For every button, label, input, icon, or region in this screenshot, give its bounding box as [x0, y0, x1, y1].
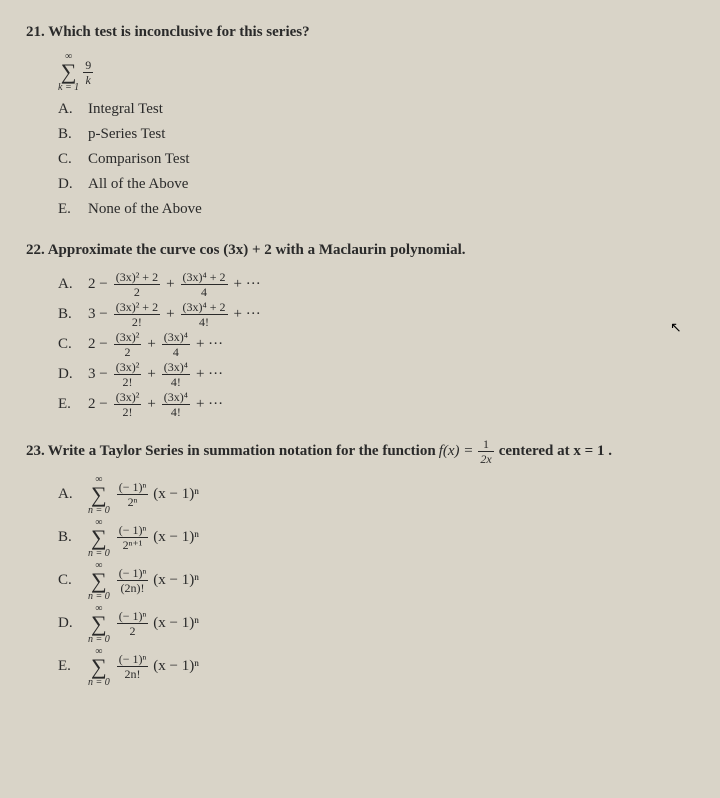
q23-fx: f(x) =	[439, 441, 474, 461]
q22-choice-b: B.3 −(3x)² + 22!+(3x)⁴ + 24!+ ···	[58, 301, 690, 328]
q22-body: A.2 −(3x)² + 22+(3x)⁴ + 24+ ··· B.3 −(3x)…	[58, 271, 690, 418]
q21-choice-a: A.Integral Test	[58, 98, 690, 120]
q22-choices: A.2 −(3x)² + 22+(3x)⁴ + 24+ ··· B.3 −(3x)…	[58, 271, 690, 418]
q23-choice-b: B.∞∑n = 0(− 1)ⁿ2ⁿ⁺¹(x − 1)ⁿ	[58, 518, 690, 558]
question-23: 23. Write a Taylor Series in summation n…	[26, 438, 690, 687]
question-22: 22. Approximate the curve cos (3x) + 2 w…	[26, 240, 690, 417]
cursor-icon: ↖	[670, 320, 682, 339]
q21-number: 21.	[26, 24, 45, 40]
q23-choice-c: C.∞∑n = 0(− 1)ⁿ(2n)!(x − 1)ⁿ	[58, 561, 690, 601]
q23-choice-e: E.∞∑n = 0(− 1)ⁿ2n!(x − 1)ⁿ	[58, 647, 690, 687]
q23-body: A.∞∑n = 0(− 1)ⁿ2ⁿ(x − 1)ⁿB.∞∑n = 0(− 1)ⁿ…	[58, 475, 690, 687]
q23-choice-a: A.∞∑n = 0(− 1)ⁿ2ⁿ(x − 1)ⁿ	[58, 475, 690, 515]
q23-choices: A.∞∑n = 0(− 1)ⁿ2ⁿ(x − 1)ⁿB.∞∑n = 0(− 1)ⁿ…	[58, 475, 690, 687]
q22-choice-a: A.2 −(3x)² + 22+(3x)⁴ + 24+ ···	[58, 271, 690, 298]
q21-sum-bot: k = 1	[58, 83, 79, 92]
question-21: 21. Which test is inconclusive for this …	[26, 22, 690, 220]
q22-number: 22.	[26, 242, 45, 258]
q21-choice-e: E.None of the Above	[58, 198, 690, 220]
q23-frac-num: 1	[478, 438, 493, 452]
q21-choice-c: C.Comparison Test	[58, 148, 690, 170]
q21-heading: 21. Which test is inconclusive for this …	[26, 22, 690, 42]
q21-choices: A.Integral Test B.p-Series Test C.Compar…	[58, 98, 690, 220]
q21-body: ∞ ∑ k = 1 9 k A.Integral Test B.p-Series…	[58, 52, 690, 220]
q23-heading: 23. Write a Taylor Series in summation n…	[26, 438, 690, 465]
q21-series: ∞ ∑ k = 1 9 k	[58, 52, 690, 92]
q23-choice-d: D.∞∑n = 0(− 1)ⁿ2(x − 1)ⁿ	[58, 604, 690, 644]
q21-frac-num: 9	[83, 59, 93, 73]
q21-choice-d: D.All of the Above	[58, 173, 690, 195]
q21-frac-den: k	[83, 73, 93, 86]
worksheet-page: 21. Which test is inconclusive for this …	[0, 0, 720, 727]
q22-choice-e: E.2 −(3x)²2!+(3x)⁴4!+ ···	[58, 391, 690, 418]
q23-prompt-a: Write a Taylor Series in summation notat…	[48, 441, 436, 461]
q22-prompt: Approximate the curve cos (3x) + 2 with …	[48, 242, 466, 258]
q23-prompt-b: centered at x = 1 .	[499, 441, 612, 461]
q21-prompt: Which test is inconclusive for this seri…	[48, 24, 309, 40]
q22-choice-d: D.3 −(3x)²2!+(3x)⁴4!+ ···	[58, 361, 690, 388]
q23-frac-den: 2x	[478, 452, 493, 465]
q22-choice-c: C.2 −(3x)²2+(3x)⁴4+ ···	[58, 331, 690, 358]
q23-number: 23.	[26, 441, 45, 461]
q22-heading: 22. Approximate the curve cos (3x) + 2 w…	[26, 240, 690, 260]
q21-choice-b: B.p-Series Test	[58, 123, 690, 145]
